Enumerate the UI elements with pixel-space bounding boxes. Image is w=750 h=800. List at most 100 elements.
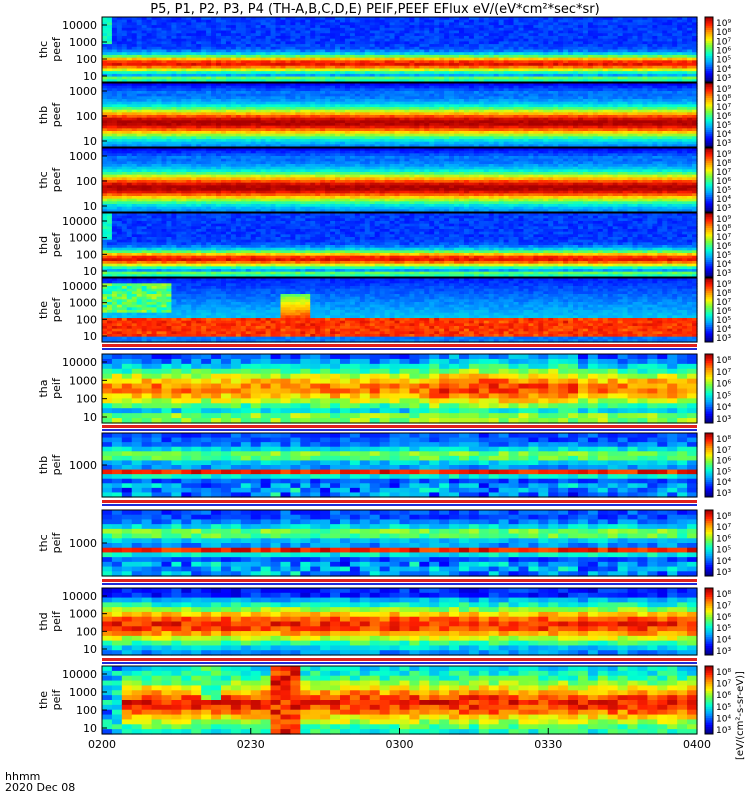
y-tick-label: 1000: [69, 232, 97, 245]
y-tick-label: 1000: [69, 85, 97, 98]
panel-frame: [101, 16, 698, 83]
y-tick-label: 100: [76, 393, 97, 406]
colorbar-tick-label: 10⁴: [716, 65, 731, 75]
y-tick-label: 10000: [62, 280, 97, 293]
panel-quantity-label: peef: [50, 232, 63, 258]
colorbar-tick-label: 10⁵: [716, 624, 731, 634]
colorbar-tick-label: 10⁴: [716, 130, 731, 140]
panel-frame: [101, 353, 698, 424]
colorbar-tick-label: 10⁴: [716, 478, 731, 488]
panel-probe-label: thc: [37, 41, 50, 58]
panel-probe-label: thc: [37, 171, 50, 188]
panel-frame: [101, 277, 698, 343]
colorbar-tick-label: 10³: [716, 568, 731, 578]
y-tick-label: 10000: [62, 215, 97, 228]
colorbar-tick-label: 10⁸: [716, 94, 731, 104]
colorbar-tick-label: 10⁶: [716, 691, 731, 701]
colorbar-tick-label: 10⁸: [716, 356, 731, 366]
y-tick-label: 10: [83, 135, 97, 148]
colorbar-tick-label: 10³: [716, 204, 731, 214]
x-tick-label: 0230: [237, 738, 265, 751]
colorbar-tick-label: 10³: [716, 334, 731, 344]
separator-blue: [102, 662, 697, 664]
y-tick-label: 10: [83, 330, 97, 343]
colorbar-tick-label: 10⁴: [716, 195, 731, 205]
y-tick-label: 1000: [69, 686, 97, 699]
colorbar-tick-label: 10⁶: [716, 112, 731, 122]
y-tick-label: 100: [76, 313, 97, 326]
panel-probe-label: thd: [37, 612, 50, 630]
y-tick-label: 1000: [69, 297, 97, 310]
separator-blue: [102, 583, 697, 585]
y-tick-label: 1000: [69, 608, 97, 621]
panel-probe-label: the: [37, 301, 50, 319]
colorbar-tick-label: 10⁶: [716, 177, 731, 187]
axes-layer: 0200 0230 0300 0330 0400: [88, 344, 711, 751]
colorbar-tick-label: 10³: [716, 74, 731, 84]
panel-quantity-label: peif: [50, 610, 63, 632]
y-tick-label: 10: [83, 643, 97, 656]
colorbar-tick-label: 10⁷: [716, 446, 731, 456]
chart-title: P5, P1, P2, P3, P4 (TH-A,B,C,D,E) PEIF,P…: [150, 2, 600, 17]
y-tick-label: 1000: [69, 150, 97, 163]
y-tick-label: 10000: [62, 590, 97, 603]
y-tick-label: 10: [83, 265, 97, 278]
colorbar-tick-label: 10³: [716, 269, 731, 279]
panel-probe-label: thb: [37, 106, 50, 124]
colorbar-tick-label: 10⁶: [716, 380, 731, 390]
panel-probe-label: the: [37, 691, 50, 709]
panel-frame: [101, 212, 698, 278]
y-tick-label: 10000: [62, 19, 97, 32]
panel-the-peef: 10000 1000 100 10 the peef 10⁹10⁸10⁷10⁶10⁵10⁴1…: [37, 277, 731, 344]
colorbar-tick-label: 10⁸: [716, 224, 731, 234]
panel-quantity-label: peef: [50, 167, 63, 193]
colorbar-tick-label: 10⁴: [716, 714, 731, 724]
y-tick-label: 100: [76, 625, 97, 638]
colorbar-tick-label: 10⁷: [716, 37, 731, 47]
colorbar-tick-label: 10⁷: [716, 168, 731, 178]
colorbar-tick-label: 10⁷: [716, 523, 731, 533]
separator-red: [102, 425, 697, 428]
y-tick-label: 1000: [69, 374, 97, 387]
colorbar-tick-label: 10⁹: [716, 150, 731, 160]
colorbar-tick-label: 10⁵: [716, 316, 731, 326]
y-tick-label: 100: [76, 704, 97, 717]
colorbar-tick-label: 10⁵: [716, 546, 731, 556]
colorbar-tick-label: 10⁴: [716, 636, 731, 646]
colorbar-tick-label: 10⁵: [716, 56, 731, 66]
colorbar-tick-label: 10⁵: [716, 186, 731, 196]
date-label: 2020 Dec 08: [5, 781, 76, 794]
panel-quantity-label: peef: [50, 102, 63, 128]
colorbar-tick-label: 10³: [716, 415, 731, 425]
colorbar-tick-label: 10⁵: [716, 391, 731, 401]
colorbar-tick-label: 10⁹: [716, 280, 731, 290]
y-tick-label: 100: [76, 175, 97, 188]
y-tick-label: 100: [76, 110, 97, 123]
panel-the-peef-1: 10000 1000 100 10 thc peef 10⁹10⁸10⁷10⁶10⁵10⁴1…: [37, 16, 731, 84]
panel-quantity-label: peif: [50, 377, 63, 399]
colorbar-tick-label: 10⁷: [716, 601, 731, 611]
separator-red: [102, 658, 697, 661]
y-tick-label: 1000: [69, 537, 97, 550]
x-tick-label: 0400: [683, 738, 711, 751]
y-tick-label: 10000: [62, 356, 97, 369]
panel-quantity-label: peif: [50, 532, 63, 554]
colorbar-tick-label: 10⁷: [716, 680, 731, 690]
panel-quantity-label: peif: [50, 454, 63, 476]
colorbar-tick-label: 10⁶: [716, 534, 731, 544]
y-tick-label: 1000: [69, 459, 97, 472]
x-tick-label: 0330: [534, 738, 562, 751]
colorbar-tick-label: 10⁷: [716, 233, 731, 243]
colorbar-tick-label: 10⁶: [716, 242, 731, 252]
colorbar-tick-label: 10³: [716, 726, 731, 736]
